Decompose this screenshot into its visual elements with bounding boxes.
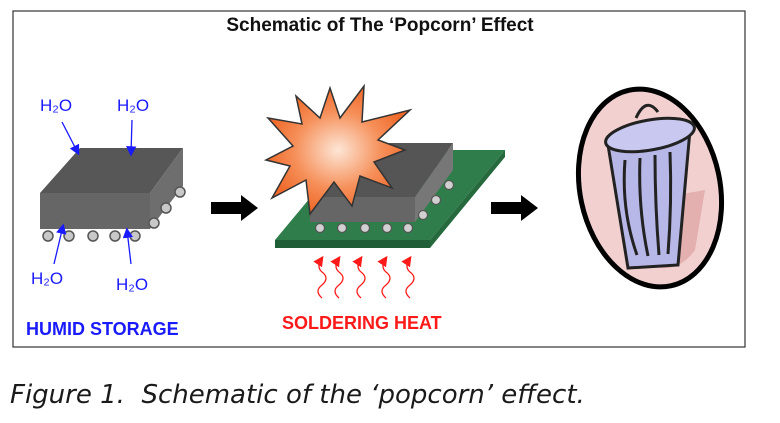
arrow-right-icon [491,195,538,221]
explosion-icon [263,83,413,216]
arrow-right-icon [211,195,258,221]
h2o-label: H₂O [40,96,72,115]
h2o-label: H₂O [117,96,149,115]
figure-caption: Figure 1. Schematic of the ‘popcorn’ eff… [10,380,585,410]
humid-chip [40,148,186,242]
water-arrows [53,119,137,265]
trash-can-icon [575,86,725,290]
h2o-label: H₂O [31,269,63,288]
heat-arrows [313,255,415,299]
humid-storage-label: HUMID STORAGE [26,319,179,339]
h2o-label: H₂O [116,275,148,294]
solder-balls [42,186,186,242]
diagram-title: Schematic of The ‘Popcorn’ Effect [226,15,534,36]
soldering-heat-label: SOLDERING HEAT [282,313,442,333]
